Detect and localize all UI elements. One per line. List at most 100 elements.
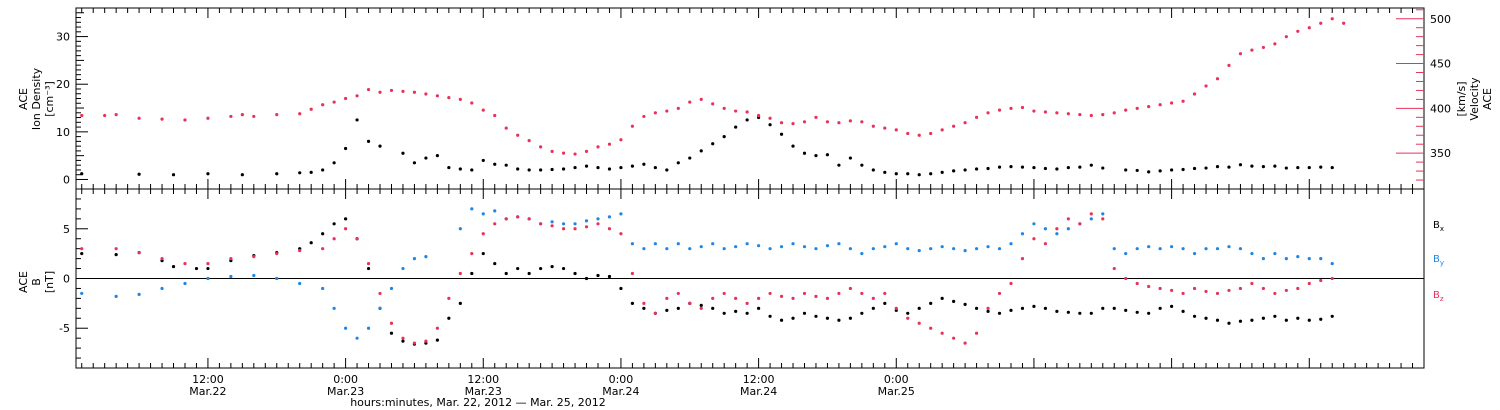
bfield-point [1319, 257, 1323, 261]
velocity-point [940, 128, 944, 132]
velocity-point [80, 113, 84, 118]
velocity-point [1273, 42, 1277, 46]
velocity-point [252, 114, 256, 119]
density-point [642, 162, 646, 166]
velocity-point [309, 107, 313, 111]
bfield-point [447, 296, 451, 300]
bfield-point [1192, 314, 1197, 318]
density-point [1101, 166, 1105, 170]
bfield-point [665, 296, 669, 300]
bfield-point [1204, 247, 1208, 251]
density-point [986, 166, 990, 171]
bfield-point [1124, 276, 1128, 281]
bfield-point [607, 215, 612, 219]
bfield-point [630, 271, 635, 276]
density-point [1215, 165, 1220, 169]
bfield-point [1043, 227, 1048, 231]
bfield-point [137, 251, 141, 255]
bfield-point [1147, 245, 1151, 249]
bfield-point [860, 311, 864, 315]
bfield-point [906, 316, 910, 320]
density-point [619, 165, 623, 170]
velocity-point [1124, 108, 1128, 112]
velocity-point [963, 121, 967, 125]
density-point [734, 125, 738, 129]
density-point [458, 167, 462, 171]
bfield-point [1238, 286, 1243, 291]
velocity-point [1342, 21, 1346, 25]
bfield-point [929, 247, 933, 251]
bfield-point [768, 247, 772, 251]
velocity-point [401, 89, 405, 93]
bfield-point [516, 215, 520, 219]
velocity-point [1078, 113, 1082, 117]
bfield-point [1158, 306, 1162, 310]
bfield-point [722, 311, 726, 315]
velocity-point [366, 87, 371, 92]
density-point [539, 168, 543, 172]
bfield-point [527, 217, 531, 221]
velocity-point [1170, 101, 1174, 105]
bfield-point [470, 252, 474, 256]
top-right-ylabel-line3: [km/s] [1455, 81, 1468, 116]
velocity-point [1204, 84, 1208, 88]
density-point [1204, 166, 1208, 170]
bfield-point [860, 291, 864, 296]
bfield-point [424, 255, 428, 259]
velocity-point [447, 96, 451, 100]
bfield-point [734, 309, 738, 313]
density-point [171, 173, 176, 177]
bfield-point [688, 247, 692, 251]
density-point [791, 144, 795, 148]
bfield-point [722, 247, 726, 251]
top-panel-frame [75, 7, 1425, 190]
bfield-point [1089, 212, 1093, 216]
density-point [527, 168, 531, 172]
top-left-ylabel-line1: ACE [17, 88, 30, 110]
velocity-point [722, 106, 726, 110]
x-tick-label-time: 0:00 [609, 373, 634, 386]
bfield-point [481, 212, 485, 216]
density-point [883, 170, 887, 174]
density-point [688, 156, 692, 160]
density-point [1066, 165, 1070, 170]
density-point [447, 165, 451, 170]
bfield-point [642, 301, 646, 305]
bfield-point [825, 296, 830, 300]
density-point [1089, 163, 1093, 167]
bfield-point [1066, 217, 1070, 221]
x-tick-label-date: Mar.23 [465, 385, 502, 398]
bfield-point [917, 249, 921, 253]
bfield-point [378, 306, 382, 310]
density-point [561, 167, 566, 171]
bfield-point [114, 253, 118, 257]
bfield-point [206, 276, 210, 281]
top-left-ytick-label: 10 [56, 126, 70, 139]
bfield-point [493, 261, 497, 266]
bfield-point [321, 286, 325, 291]
bfield-point [952, 299, 956, 303]
velocity-point [974, 115, 979, 119]
velocity-point [206, 116, 210, 120]
density-point [1043, 166, 1048, 171]
density-point [1055, 167, 1059, 171]
bfield-point [550, 220, 554, 224]
bfield-point [963, 341, 967, 345]
top-right-ylabel-line1: ACE [1481, 88, 1494, 110]
velocity-point [1101, 113, 1105, 117]
bfield-point [366, 326, 371, 330]
bfield-point [275, 252, 279, 256]
density-point [1319, 165, 1323, 169]
velocity-point [424, 92, 428, 96]
bfield-point [1330, 314, 1334, 318]
density-point [653, 165, 657, 170]
bfield-point [917, 321, 921, 325]
bfield-point [986, 245, 990, 249]
top-right-ytick-label: 400 [1430, 102, 1451, 115]
bfield-point [1043, 306, 1048, 310]
bfield-point [974, 331, 979, 335]
bfield-point [344, 217, 348, 221]
top-right-ylabel-line2: Velocity [1468, 77, 1481, 121]
velocity-point [1261, 45, 1265, 50]
density-point [435, 154, 439, 158]
